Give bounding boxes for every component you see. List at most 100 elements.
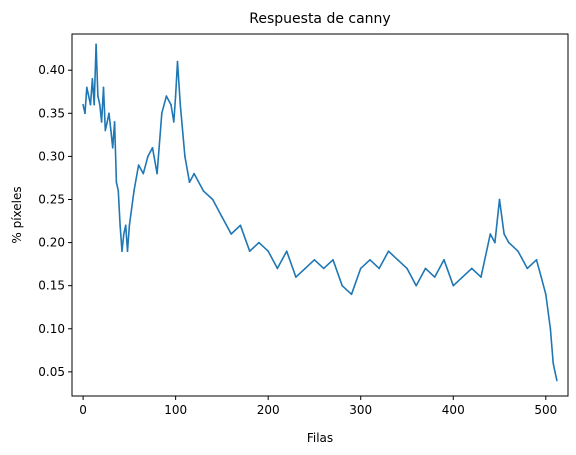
- data-point: [137, 164, 140, 166]
- data-point: [526, 267, 529, 270]
- data-point: [84, 112, 86, 115]
- data-point: [188, 181, 191, 184]
- data-point: [359, 267, 362, 270]
- chart-title: Respuesta de canny: [249, 11, 390, 27]
- data-point: [160, 112, 163, 115]
- x-tick-label: 0: [79, 403, 87, 417]
- data-point: [544, 293, 547, 296]
- y-tick-label: 0.35: [38, 106, 65, 120]
- data-point: [350, 293, 353, 296]
- x-tick-label: 200: [257, 403, 280, 417]
- data-point: [221, 215, 223, 218]
- data-point: [176, 60, 179, 63]
- data-point: [91, 78, 94, 80]
- data-point: [111, 146, 114, 149]
- data-point: [123, 233, 125, 235]
- x-tick-label: 300: [349, 403, 372, 417]
- data-point: [97, 95, 99, 97]
- data-point: [552, 362, 554, 365]
- data-point: [267, 250, 269, 252]
- data-point: [126, 250, 129, 252]
- data-point: [480, 276, 482, 278]
- data-point: [369, 259, 371, 261]
- data-point: [424, 267, 427, 270]
- data-point: [82, 103, 84, 106]
- x-axis-ticks: 0 100 200 300 400 500: [79, 396, 557, 417]
- data-point: [147, 155, 149, 158]
- data-point: [95, 43, 97, 46]
- data-point: [332, 259, 334, 261]
- y-tick-label: 0.25: [38, 192, 65, 206]
- data-point: [174, 95, 177, 97]
- data-point: [193, 172, 195, 175]
- y-axis-label: % píxeles: [10, 186, 24, 243]
- data-point: [98, 103, 101, 106]
- y-tick-label: 0.20: [38, 236, 65, 250]
- data-point: [549, 327, 552, 330]
- data-point: [100, 121, 103, 123]
- y-tick-label: 0.40: [38, 63, 65, 77]
- data-point: [133, 190, 135, 192]
- data-point: [341, 284, 344, 287]
- data-point: [507, 241, 510, 244]
- data-point: [106, 121, 108, 123]
- data-point: [239, 224, 242, 227]
- data-point: [170, 103, 172, 106]
- data-point: [211, 198, 214, 201]
- data-point: [452, 284, 455, 287]
- data-point: [387, 250, 390, 252]
- data-point: [461, 276, 464, 278]
- data-point: [89, 103, 92, 106]
- data-point: [470, 267, 473, 270]
- y-tick-label: 0.15: [38, 279, 65, 293]
- data-point: [165, 95, 168, 97]
- data-point: [104, 129, 107, 132]
- data-point: [396, 259, 399, 261]
- data-point: [443, 259, 445, 261]
- plot-area: [82, 43, 558, 382]
- data-point: [142, 172, 145, 175]
- y-tick-label: 0.05: [38, 365, 65, 379]
- y-tick-label: 0.30: [38, 149, 65, 163]
- x-tick-label: 100: [164, 403, 187, 417]
- data-point: [276, 267, 279, 270]
- data-point: [295, 276, 297, 278]
- data-point: [378, 267, 381, 270]
- data-point: [554, 371, 556, 373]
- data-point: [202, 190, 205, 192]
- y-axis-ticks: 0.05 0.10 0.15 0.20 0.25 0.30 0.35 0.40: [38, 63, 72, 379]
- data-point: [415, 284, 418, 287]
- x-tick-label: 400: [442, 403, 465, 417]
- data-point: [230, 233, 232, 235]
- data-point: [248, 250, 251, 252]
- data-point: [86, 86, 88, 89]
- x-tick-label: 500: [534, 403, 557, 417]
- data-point: [93, 103, 96, 106]
- data-point: [258, 241, 260, 244]
- data-point: [179, 103, 182, 106]
- data-point: [285, 250, 288, 252]
- data-point: [124, 224, 127, 227]
- data-point: [121, 250, 123, 252]
- data-point: [156, 172, 158, 175]
- data-point: [108, 112, 110, 115]
- x-axis-label: Filas: [307, 431, 333, 445]
- data-point: [535, 259, 538, 261]
- series-line: [82, 43, 558, 381]
- data-point: [110, 129, 112, 132]
- data-point: [117, 190, 120, 192]
- data-point: [498, 198, 501, 201]
- data-point: [184, 155, 186, 158]
- data-point: [503, 233, 505, 235]
- data-point: [489, 233, 492, 235]
- data-point: [540, 276, 542, 278]
- data-point: [87, 95, 90, 97]
- data-point: [119, 224, 121, 227]
- data-point: [313, 259, 316, 261]
- data-point: [406, 267, 408, 270]
- data-point: [517, 250, 519, 252]
- data-point: [128, 224, 131, 227]
- data-point: [172, 121, 175, 123]
- data-point: [113, 121, 116, 123]
